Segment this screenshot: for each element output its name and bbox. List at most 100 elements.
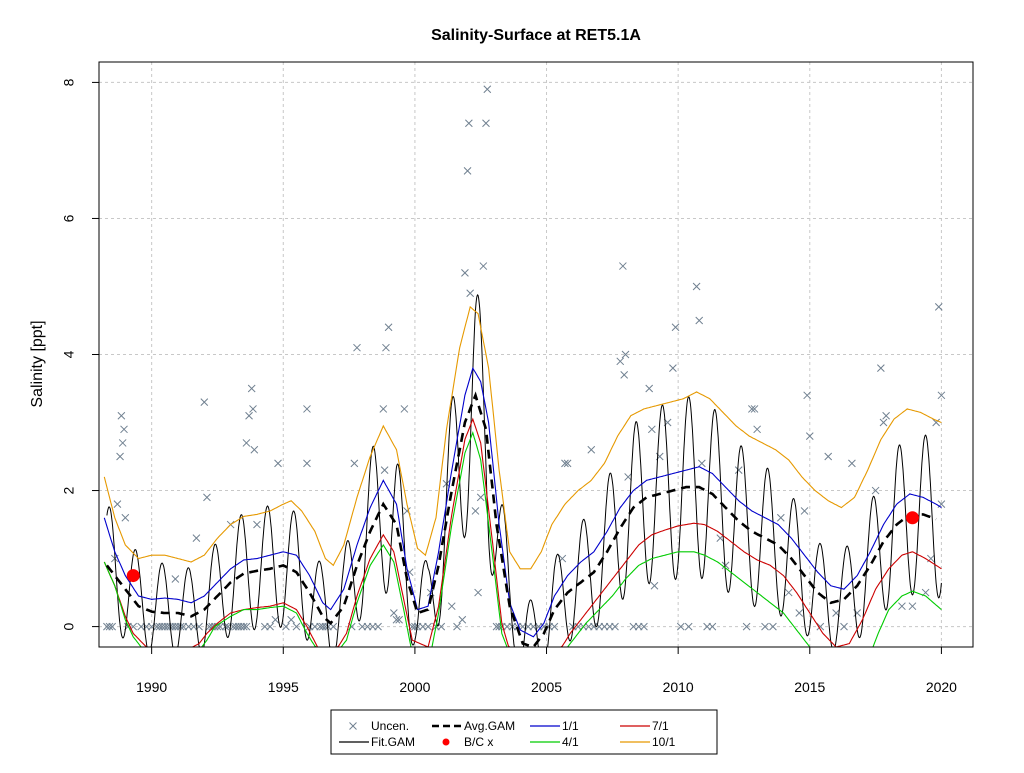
observation-point bbox=[463, 166, 472, 175]
observation-point bbox=[671, 323, 680, 332]
observation-stroke bbox=[805, 432, 814, 440]
observation-stroke bbox=[753, 425, 761, 434]
y-axis-label: Salinity [ppt] bbox=[29, 320, 46, 407]
observation-point bbox=[587, 445, 596, 454]
observation-stroke bbox=[117, 411, 126, 420]
observation-stroke bbox=[908, 602, 917, 611]
observation-point bbox=[934, 303, 943, 311]
legend-label: Avg.GAM bbox=[464, 719, 515, 733]
observation-point bbox=[871, 486, 880, 495]
observation-point bbox=[692, 282, 701, 291]
observation-stroke bbox=[676, 622, 685, 631]
observation-point bbox=[479, 262, 488, 270]
observation-stroke bbox=[105, 622, 114, 631]
legend-label: 1/1 bbox=[562, 719, 579, 733]
observation-point bbox=[620, 371, 629, 379]
observation-stroke bbox=[282, 622, 290, 631]
observation-point bbox=[400, 405, 409, 413]
observation-stroke bbox=[239, 622, 248, 631]
legend-dot-icon bbox=[442, 738, 450, 746]
observation-point bbox=[453, 622, 461, 631]
observation-point bbox=[761, 622, 769, 631]
observation-point bbox=[353, 343, 361, 352]
observation-stroke bbox=[620, 371, 629, 379]
observation-point bbox=[734, 466, 743, 474]
observation-stroke bbox=[353, 343, 361, 352]
observation-point bbox=[805, 432, 814, 440]
legend-item: Fit.GAM bbox=[339, 735, 415, 749]
observation-stroke bbox=[483, 85, 492, 94]
observation-stroke bbox=[692, 282, 701, 291]
observation-point bbox=[105, 622, 114, 631]
observation-stroke bbox=[871, 486, 880, 495]
observation-stroke bbox=[882, 411, 890, 420]
observation-stroke bbox=[389, 609, 398, 617]
series-7-1-line bbox=[103, 417, 942, 647]
observation-point bbox=[476, 493, 485, 502]
observation-point bbox=[882, 411, 890, 420]
legend: Uncen. Avg.GAM 1/1 7/1 Fit.GAM B/C x 4/1 10/1 bbox=[330, 709, 718, 755]
observation-point bbox=[721, 561, 730, 570]
observation-point bbox=[669, 364, 677, 372]
legend-item: 1/1 bbox=[530, 719, 579, 733]
legend-x-icon bbox=[349, 722, 357, 730]
observation-point bbox=[776, 513, 785, 522]
observation-point bbox=[753, 425, 761, 434]
observation-stroke bbox=[495, 622, 503, 631]
observation-point bbox=[645, 384, 654, 393]
observation-stroke bbox=[761, 622, 769, 631]
observation-stroke bbox=[832, 609, 840, 617]
observation-point bbox=[816, 622, 825, 631]
observation-point bbox=[647, 425, 656, 434]
observation-point bbox=[621, 350, 630, 359]
observation-point bbox=[561, 459, 569, 468]
x-tick-label: 1995 bbox=[268, 679, 299, 695]
observation-point bbox=[563, 459, 572, 468]
observation-point bbox=[424, 622, 432, 631]
observation-stroke bbox=[242, 439, 251, 447]
observation-point bbox=[266, 622, 274, 631]
observation-stroke bbox=[287, 615, 296, 624]
observation-point bbox=[303, 405, 311, 413]
observation-stroke bbox=[108, 622, 117, 631]
observation-point bbox=[937, 391, 946, 400]
observation-stroke bbox=[384, 323, 393, 332]
observation-stroke bbox=[645, 384, 654, 393]
legend-box bbox=[330, 709, 718, 755]
observation-point bbox=[253, 520, 261, 529]
x-tick-label: 2000 bbox=[399, 679, 430, 695]
observation-stroke bbox=[898, 602, 906, 611]
observation-stroke bbox=[795, 609, 804, 617]
observation-stroke bbox=[848, 459, 856, 468]
observation-point bbox=[676, 622, 685, 631]
observation-stroke bbox=[471, 507, 480, 515]
observation-stroke bbox=[200, 398, 209, 406]
observation-point bbox=[116, 452, 124, 461]
observation-stroke bbox=[437, 622, 446, 631]
legend-item: 7/1 bbox=[620, 719, 669, 733]
observation-stroke bbox=[932, 418, 940, 427]
observation-stroke bbox=[877, 364, 885, 372]
y-tick-label: 8 bbox=[61, 78, 77, 86]
observation-stroke bbox=[561, 459, 569, 468]
legend-label: 7/1 bbox=[652, 719, 669, 733]
observation-point bbox=[616, 357, 625, 366]
observation-point bbox=[742, 622, 751, 631]
observation-stroke bbox=[274, 459, 282, 468]
observation-point bbox=[482, 119, 490, 128]
observation-stroke bbox=[266, 622, 274, 631]
observation-stroke bbox=[748, 405, 756, 413]
observation-stroke bbox=[250, 445, 259, 454]
observation-point bbox=[471, 507, 480, 515]
observation-stroke bbox=[734, 466, 743, 474]
observation-point bbox=[192, 534, 201, 543]
observation-point bbox=[650, 581, 659, 590]
observation-stroke bbox=[463, 166, 472, 175]
observation-point bbox=[697, 459, 706, 468]
observation-point bbox=[247, 384, 256, 393]
observation-point bbox=[748, 405, 756, 413]
observation-stroke bbox=[447, 602, 456, 611]
observation-stroke bbox=[669, 364, 677, 372]
bc-points bbox=[126, 511, 919, 583]
